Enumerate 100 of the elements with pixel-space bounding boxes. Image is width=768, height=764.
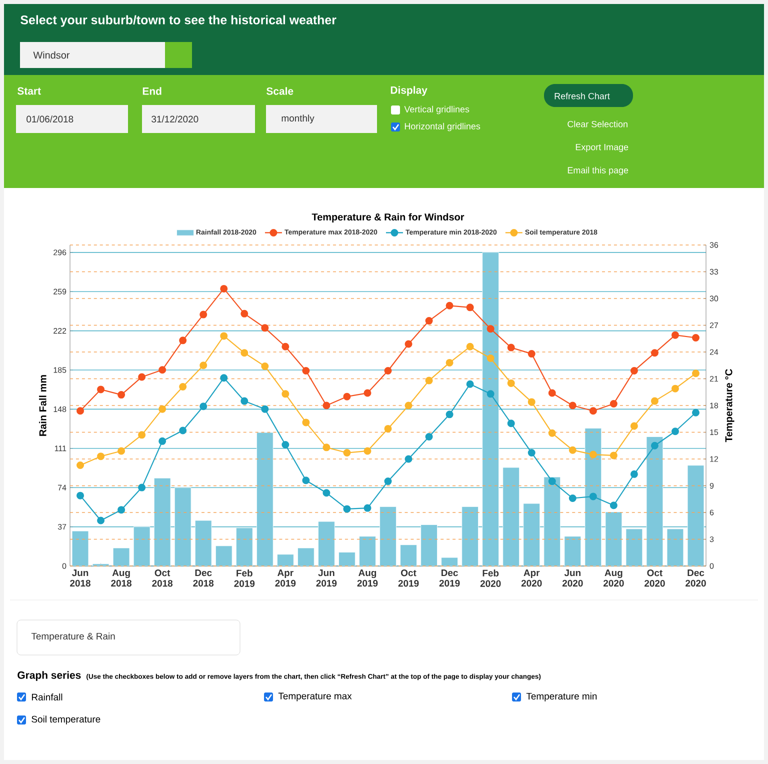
point — [302, 476, 310, 484]
point — [322, 489, 330, 497]
point — [548, 429, 556, 437]
point — [200, 310, 208, 318]
point — [118, 447, 126, 455]
point — [240, 310, 248, 318]
point — [671, 428, 679, 436]
point — [425, 317, 433, 325]
point — [179, 426, 187, 434]
point — [118, 506, 126, 514]
point — [446, 410, 454, 418]
point — [364, 504, 372, 512]
point — [692, 334, 700, 342]
bar — [359, 536, 376, 566]
text: 01/06/2018 — [26, 116, 74, 122]
point — [97, 452, 105, 460]
point — [528, 398, 536, 406]
point — [507, 344, 515, 352]
point — [671, 331, 679, 339]
point — [650, 349, 658, 357]
bar — [544, 476, 561, 566]
x-tick-label: Apr 2019 — [275, 570, 296, 587]
point — [282, 390, 290, 398]
x-tick-label: Aug 2019 — [357, 570, 378, 587]
point — [404, 455, 412, 463]
text: End — [142, 87, 162, 95]
point — [76, 407, 84, 415]
point — [384, 478, 392, 486]
y-axis-title: Rain Fall mm — [39, 375, 46, 436]
point — [568, 446, 576, 454]
bar — [564, 536, 582, 566]
point — [302, 418, 310, 426]
point — [220, 332, 228, 340]
bar — [400, 544, 417, 566]
text: Temperature & Rain — [31, 632, 115, 642]
text: Windsor — [33, 51, 70, 59]
text: Email this page — [568, 166, 628, 176]
point — [97, 516, 105, 524]
point — [158, 437, 166, 445]
x-tick-label: Aug 2020 — [603, 570, 624, 587]
bar — [462, 506, 478, 566]
point — [630, 470, 638, 478]
bar — [523, 503, 540, 566]
chart-title: Temperature & Rain for Windsor — [312, 213, 464, 222]
point — [446, 358, 454, 366]
point — [507, 420, 515, 428]
bar — [687, 465, 704, 566]
bar — [584, 428, 602, 566]
bar — [72, 530, 89, 566]
point — [138, 431, 146, 439]
point — [240, 349, 248, 357]
x-tick-label: Dec 2019 — [439, 570, 460, 587]
text: Export Image — [576, 144, 628, 152]
x-tick-label: Jun 2018 — [70, 570, 90, 587]
text: Vertical gridlines — [404, 106, 470, 114]
point — [446, 302, 454, 310]
point — [343, 505, 351, 513]
point — [650, 397, 658, 405]
point — [630, 422, 638, 430]
bar — [215, 546, 232, 566]
text: Soil temperature — [32, 716, 100, 724]
bar — [194, 520, 212, 566]
point — [118, 391, 126, 399]
point — [568, 494, 576, 502]
bar — [133, 526, 150, 566]
point — [220, 284, 228, 292]
text: Display — [390, 86, 428, 96]
point — [692, 370, 700, 378]
point — [200, 362, 208, 370]
bar — [502, 467, 520, 566]
point — [610, 452, 618, 460]
text: Rainfall — [32, 694, 62, 700]
x-tick-label: Feb 2019 — [234, 570, 255, 587]
point — [589, 407, 597, 415]
point — [76, 492, 84, 500]
x-tick-label: Dec 2018 — [193, 570, 214, 587]
point — [384, 366, 392, 374]
bar — [420, 524, 438, 566]
bar — [298, 548, 314, 566]
point — [343, 449, 351, 457]
bar — [666, 528, 684, 566]
y2-axis-title: Temperature °C — [725, 369, 734, 442]
point — [261, 362, 269, 370]
point — [97, 386, 105, 394]
point — [76, 461, 84, 469]
point — [282, 342, 290, 350]
bar — [380, 506, 396, 566]
x-tick-label: Jun 2019 — [316, 570, 337, 587]
text: Temperature min — [526, 692, 597, 702]
bar — [277, 554, 294, 566]
point — [179, 336, 187, 344]
text: Temperature max — [278, 692, 352, 702]
point — [404, 340, 412, 348]
bar — [154, 478, 171, 566]
point — [466, 304, 474, 312]
bar — [236, 528, 253, 566]
text: Select your suburb/town to see the historical weather — [20, 15, 336, 27]
bar — [174, 487, 192, 566]
bar — [482, 252, 499, 566]
x-tick-label: Oct 2019 — [398, 570, 419, 587]
